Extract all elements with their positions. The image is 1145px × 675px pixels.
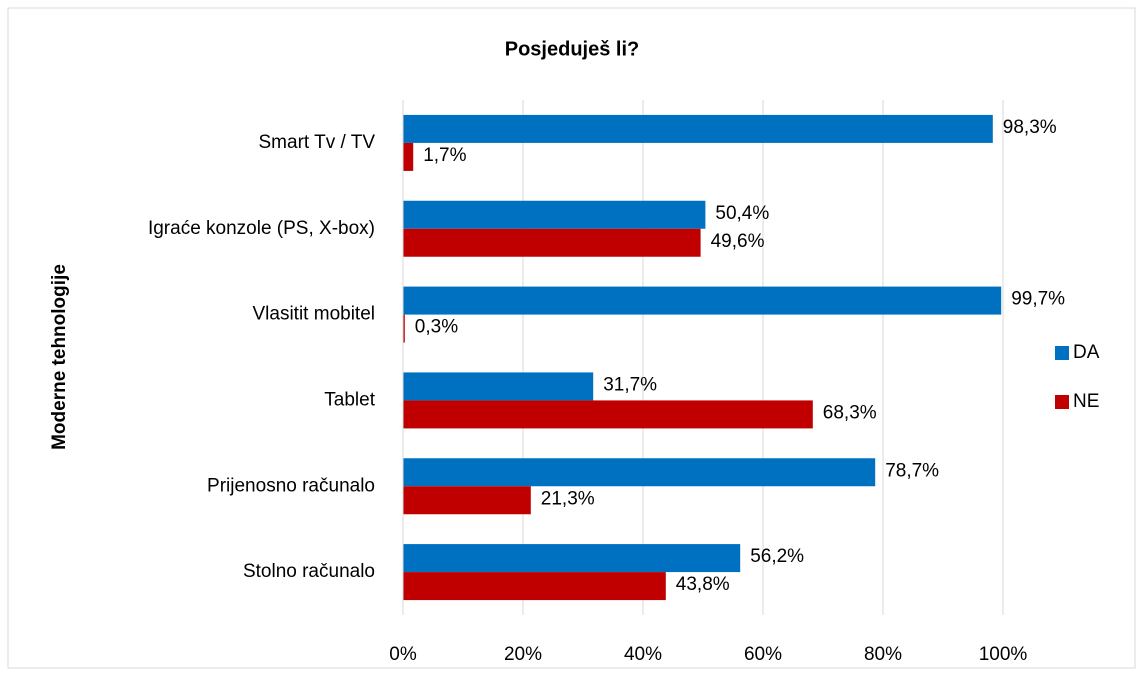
legend-label: NE — [1073, 391, 1099, 412]
y-tick-label: Tablet — [324, 389, 375, 410]
bar — [403, 200, 706, 229]
x-tick-label: 0% — [389, 644, 417, 665]
legend-label: DA — [1073, 342, 1100, 363]
x-tick-label: 60% — [744, 644, 782, 665]
bar — [403, 228, 701, 257]
bar — [403, 286, 1002, 315]
data-label: 56,2% — [750, 546, 804, 567]
x-tick-label: 80% — [864, 644, 902, 665]
legend-swatch — [1055, 395, 1069, 409]
data-label: 50,4% — [715, 203, 769, 224]
bar — [403, 458, 876, 487]
bar — [403, 372, 594, 401]
data-label: 68,3% — [823, 402, 877, 423]
x-tick-label: 100% — [979, 644, 1028, 665]
bar — [403, 400, 813, 429]
data-label: 78,7% — [885, 460, 939, 481]
data-label: 43,8% — [676, 574, 730, 595]
data-label: 1,7% — [423, 145, 466, 166]
y-tick-label: Smart Tv / TV — [259, 132, 376, 153]
x-tick-label: 20% — [504, 644, 542, 665]
data-label: 99,7% — [1011, 289, 1065, 310]
bar — [403, 142, 414, 171]
y-tick-label: Prijenosno računalo — [207, 475, 375, 496]
bar — [403, 314, 405, 343]
bar — [403, 572, 666, 601]
bar — [403, 486, 531, 515]
data-label: 0,3% — [415, 317, 458, 338]
y-tick-label: Vlasitit mobitel — [253, 304, 376, 325]
y-axis-label: Moderne tehnologije — [49, 264, 70, 450]
x-tick-label: 40% — [624, 644, 662, 665]
legend-swatch — [1055, 346, 1069, 360]
y-tick-label: Igraće konzole (PS, X-box) — [148, 218, 375, 239]
data-label: 49,6% — [711, 231, 765, 252]
y-tick-label: Stolno računalo — [243, 561, 375, 582]
chart-title: Posjeduješ li? — [505, 38, 639, 60]
bar — [403, 114, 993, 143]
data-label: 98,3% — [1003, 117, 1057, 138]
data-label: 21,3% — [541, 488, 595, 509]
bar — [403, 544, 741, 573]
data-label: 31,7% — [603, 374, 657, 395]
